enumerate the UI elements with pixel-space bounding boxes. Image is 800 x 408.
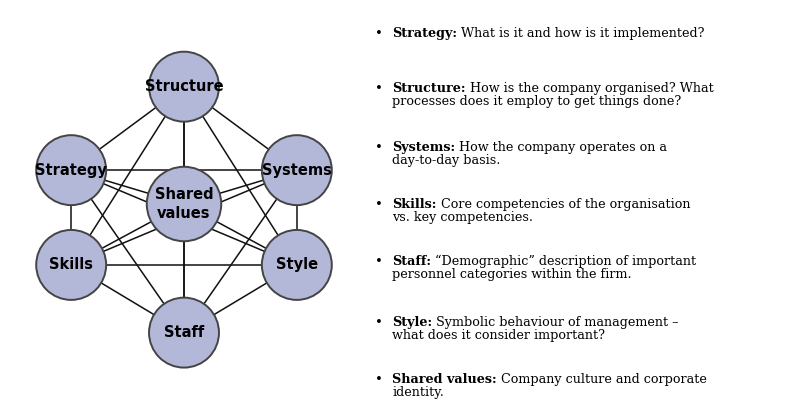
Text: Company culture and corporate: Company culture and corporate <box>497 373 707 386</box>
Text: processes does it employ to get things done?: processes does it employ to get things d… <box>392 95 682 108</box>
Text: Symbolic behaviour of management –: Symbolic behaviour of management – <box>433 316 679 329</box>
Text: Core competencies of the organisation: Core competencies of the organisation <box>437 198 690 211</box>
Text: identity.: identity. <box>392 386 444 399</box>
Circle shape <box>36 230 106 300</box>
Text: Shared
values: Shared values <box>154 187 214 221</box>
Text: Skills: Skills <box>49 257 93 273</box>
Text: day-to-day basis.: day-to-day basis. <box>392 154 501 167</box>
Text: •: • <box>375 316 382 329</box>
Text: Strategy: Strategy <box>35 163 107 177</box>
Text: •: • <box>375 141 382 154</box>
Circle shape <box>146 167 222 241</box>
Text: •: • <box>375 373 382 386</box>
Text: Strategy:: Strategy: <box>392 27 458 40</box>
Text: Style: Style <box>276 257 318 273</box>
Text: Style:: Style: <box>392 316 433 329</box>
Text: How the company operates on a: How the company operates on a <box>455 141 667 154</box>
Text: •: • <box>375 255 382 268</box>
Circle shape <box>149 52 219 122</box>
Text: A: A <box>392 198 402 211</box>
Text: Staff: Staff <box>164 325 204 340</box>
Text: •: • <box>375 198 382 211</box>
Text: Structure:: Structure: <box>392 82 466 95</box>
Circle shape <box>262 135 332 205</box>
Text: “Demographic” description of important: “Demographic” description of important <box>431 255 697 268</box>
Text: Structure: Structure <box>145 79 223 94</box>
Text: •: • <box>375 82 382 95</box>
Text: •: • <box>375 27 382 40</box>
Text: Shared values:: Shared values: <box>392 373 497 386</box>
Text: Skills:: Skills: <box>392 198 437 211</box>
Text: How is the company organised? What: How is the company organised? What <box>466 82 714 95</box>
Text: A: A <box>392 82 402 95</box>
Circle shape <box>149 298 219 368</box>
Text: Systems: Systems <box>262 163 332 177</box>
Text: What is it and how is it implemented?: What is it and how is it implemented? <box>458 27 705 40</box>
Text: what does it consider important?: what does it consider important? <box>392 329 606 342</box>
Text: A: A <box>392 373 402 386</box>
Text: vs. key competencies.: vs. key competencies. <box>392 211 534 224</box>
Text: A: A <box>392 141 402 154</box>
Circle shape <box>262 230 332 300</box>
Text: Staff:: Staff: <box>392 255 431 268</box>
Text: A: A <box>392 316 402 329</box>
Text: personnel categories within the firm.: personnel categories within the firm. <box>392 268 632 281</box>
Text: A: A <box>392 255 402 268</box>
Circle shape <box>36 135 106 205</box>
Text: Systems:: Systems: <box>392 141 455 154</box>
